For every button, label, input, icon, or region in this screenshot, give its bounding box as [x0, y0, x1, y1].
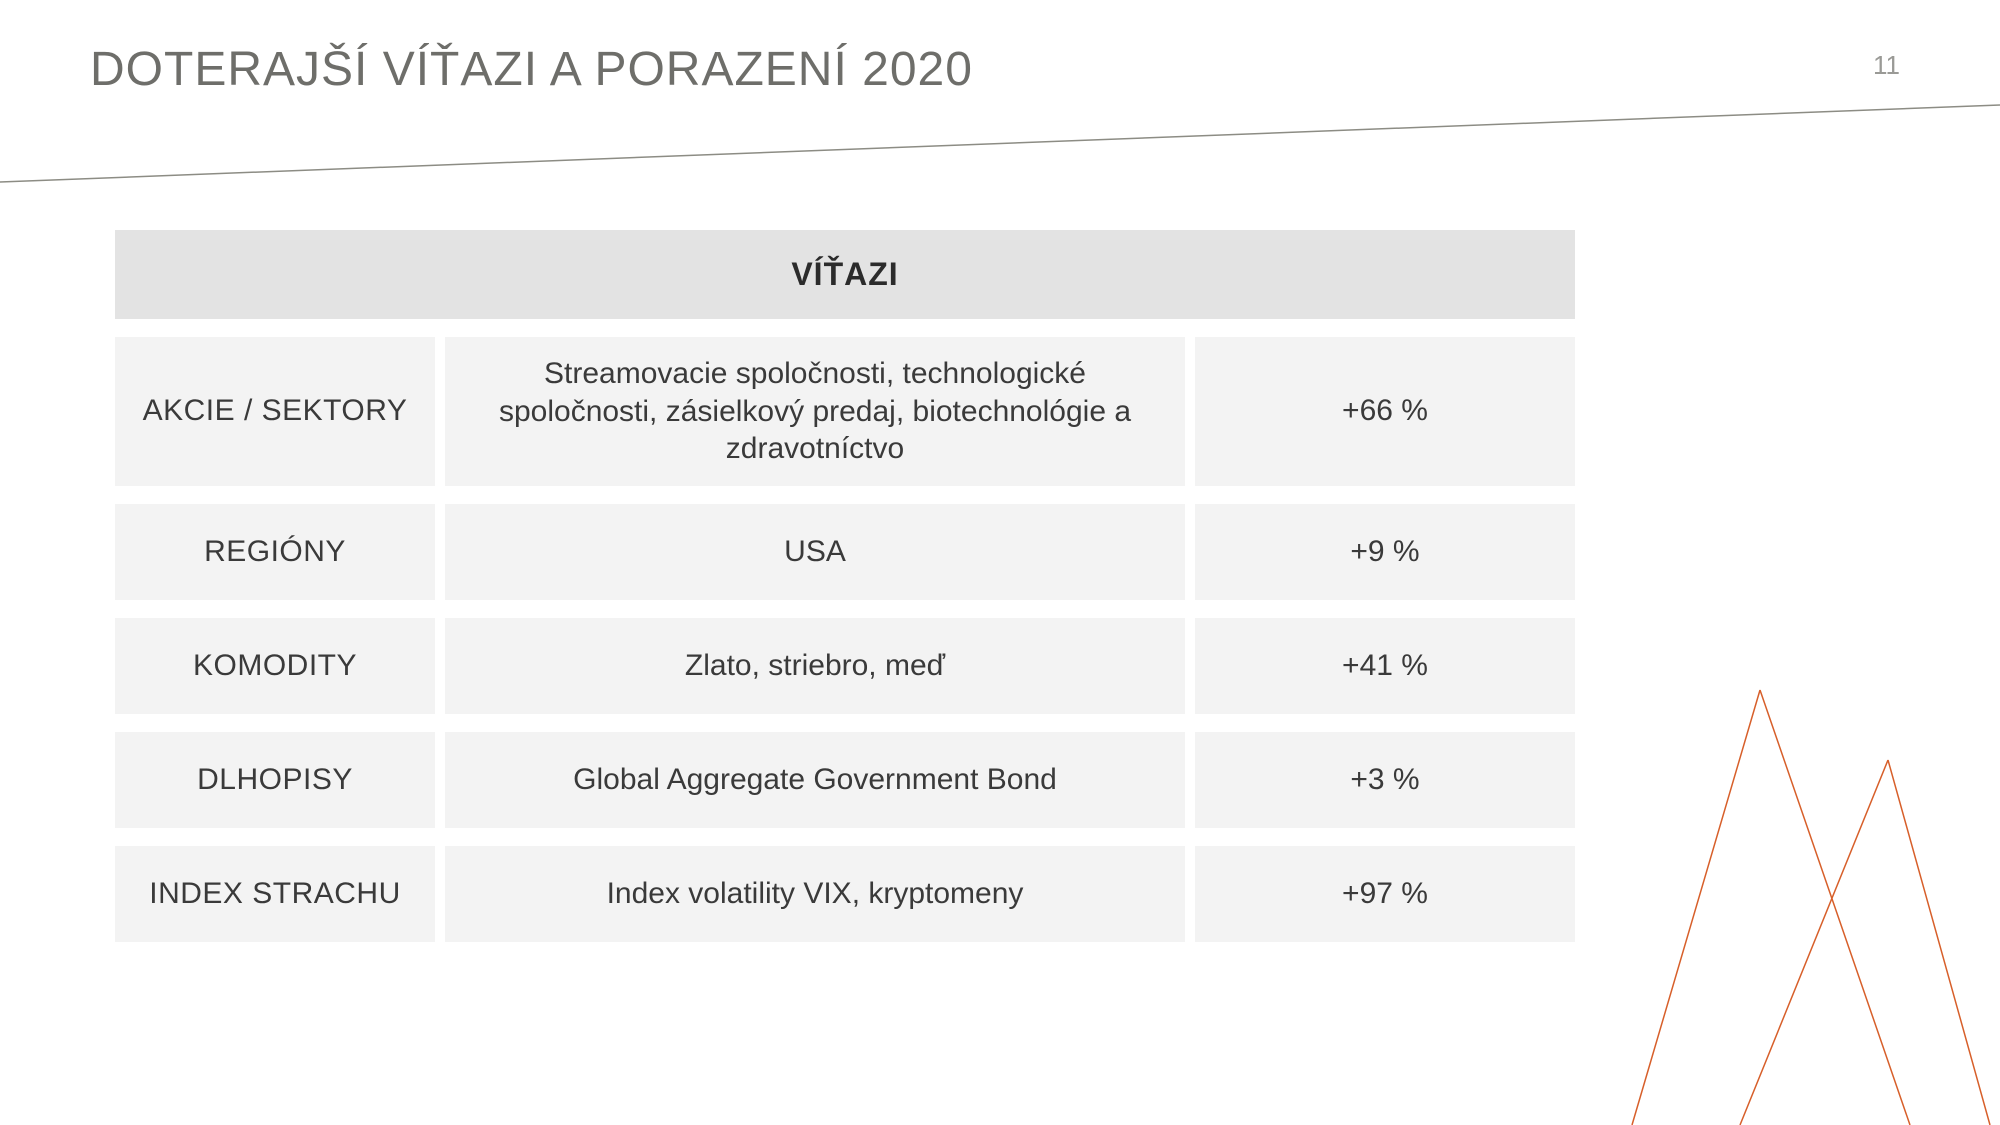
row-label: KOMODITY — [115, 618, 435, 714]
row-label: REGIÓNY — [115, 504, 435, 600]
table-row: REGIÓNYUSA+9 % — [115, 504, 1575, 600]
row-description: Streamovacie spoločnosti, technologické … — [445, 337, 1185, 486]
table-row: DLHOPISYGlobal Aggregate Government Bond… — [115, 732, 1575, 828]
table-row: INDEX STRACHUIndex volatility VIX, krypt… — [115, 846, 1575, 942]
row-value: +41 % — [1195, 618, 1575, 714]
row-description: USA — [445, 504, 1185, 600]
row-description: Global Aggregate Government Bond — [445, 732, 1185, 828]
row-value: +9 % — [1195, 504, 1575, 600]
winners-table: VÍŤAZI AKCIE / SEKTORYStreamovacie spolo… — [115, 230, 1575, 960]
table-row: AKCIE / SEKTORYStreamovacie spoločnosti,… — [115, 337, 1575, 486]
accent-line — [1740, 760, 1990, 1125]
row-value: +66 % — [1195, 337, 1575, 486]
row-label: INDEX STRACHU — [115, 846, 435, 942]
row-label: DLHOPISY — [115, 732, 435, 828]
table-row: KOMODITYZlato, striebro, meď+41 % — [115, 618, 1575, 714]
table-body: AKCIE / SEKTORYStreamovacie spoločnosti,… — [115, 337, 1575, 942]
row-description: Zlato, striebro, meď — [445, 618, 1185, 714]
accent-line — [1632, 690, 1910, 1125]
page-number: 11 — [1873, 50, 1900, 81]
row-description: Index volatility VIX, kryptomeny — [445, 846, 1185, 942]
row-value: +97 % — [1195, 846, 1575, 942]
table-header: VÍŤAZI — [115, 230, 1575, 319]
divider-line-path — [0, 105, 2000, 182]
row-value: +3 % — [1195, 732, 1575, 828]
row-label: AKCIE / SEKTORY — [115, 337, 435, 486]
slide-title: DOTERAJŠÍ VÍŤAZI A PORAZENÍ 2020 — [90, 42, 973, 97]
